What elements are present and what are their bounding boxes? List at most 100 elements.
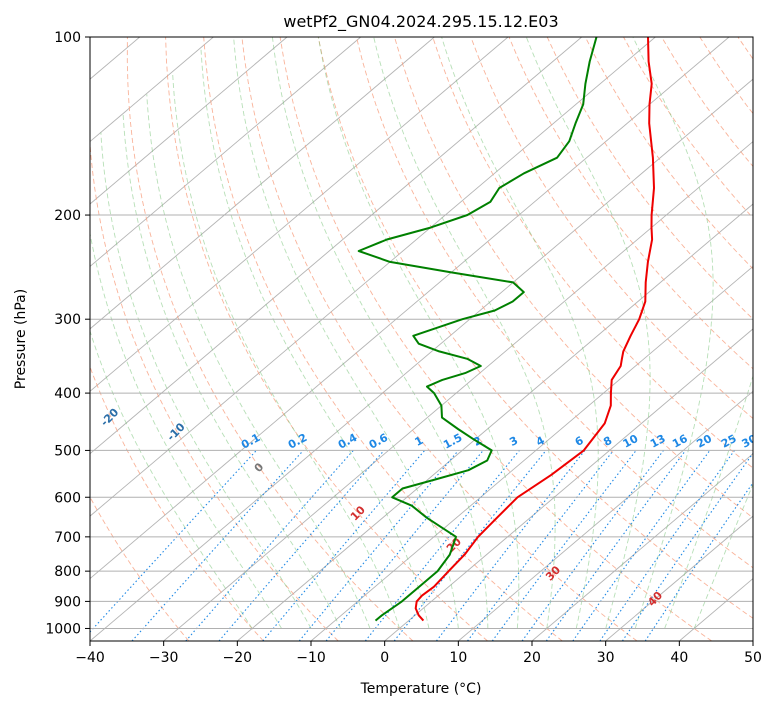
mixing-ratio-label: 0.1 — [239, 431, 262, 452]
isotherm-line — [237, 203, 753, 641]
moist-adiabat-line — [146, 94, 371, 629]
moist-adiabat-line — [233, 37, 459, 629]
dry-adiabat-line — [546, 37, 753, 320]
isotherm-line — [752, 640, 753, 641]
dry-adiabat-line — [126, 37, 414, 641]
x-axis-label: Temperature (°C) — [360, 681, 482, 697]
x-tick-label: 0 — [380, 650, 389, 666]
mixing-ratio-line — [298, 450, 459, 641]
dry-adiabat-line — [661, 37, 753, 168]
dry-adiabat-line — [355, 37, 753, 569]
mixing-ratio-line — [467, 450, 614, 641]
isotherm-line — [531, 453, 753, 641]
moist-adiabat-line — [271, 37, 489, 629]
dry-adiabat-line — [699, 37, 753, 115]
dry-adiabat-line — [470, 37, 753, 420]
mixing-ratio-label: 16 — [670, 432, 690, 451]
mixing-ratio-label: 10 — [621, 432, 641, 451]
moist-adiabat-line — [172, 72, 400, 629]
y-tick-label: 600 — [54, 490, 81, 506]
mixing-ratio-line — [393, 450, 547, 641]
pressure-gridlines — [90, 37, 753, 629]
isotherm-line — [90, 37, 583, 455]
mixing-ratio-label: 25 — [719, 432, 739, 451]
y-axis-label: Pressure (hPa) — [13, 289, 29, 389]
mixing-ratio-label: 36 — [760, 432, 775, 451]
moist-adiabat-line — [441, 37, 599, 629]
moist-adiabat-line — [632, 37, 714, 629]
moist-adiabat-line — [693, 483, 753, 629]
dewpoint-profile-line — [357, 37, 598, 622]
dry-adiabat-label: -30 — [30, 379, 53, 402]
mixing-ratio-line — [599, 450, 735, 641]
isopleth-labels: 0.10.20.40.611.52346810131620253036-100-… — [30, 379, 775, 609]
dry-adiabat-line — [623, 37, 753, 219]
isotherm-line — [90, 37, 509, 392]
mixing-ratio-line — [325, 450, 484, 641]
mixing-ratio-label: 1.5 — [441, 431, 464, 452]
isotherm-line — [90, 37, 214, 143]
isotherm-line — [458, 390, 753, 641]
mixing-ratio-line — [491, 450, 637, 641]
moist-adiabat-line — [525, 37, 651, 629]
mixing-ratio-label: 1 — [413, 434, 426, 449]
moist-adiabat-line — [122, 114, 341, 629]
dry-adiabat-line — [90, 138, 339, 641]
x-axis: −40 −30 −20 −10 0 10 20 30 40 50 — [75, 641, 762, 666]
mixing-ratio-line — [364, 450, 520, 641]
y-tick-label: 300 — [54, 312, 81, 328]
isotherm-line — [90, 37, 362, 268]
dry-adiabat-label: -20 — [98, 406, 121, 429]
y-axis: 100 200 300 400 500 600 700 800 900 1000 — [45, 30, 90, 637]
moist-adiabat-line — [317, 37, 520, 629]
x-tick-label: 20 — [523, 650, 541, 666]
isotherm-line — [90, 37, 288, 205]
moist-adiabat-line — [100, 132, 312, 629]
dry-adiabat-label: 10 — [348, 503, 368, 523]
dry-adiabat-line — [241, 37, 638, 641]
x-tick-label: 40 — [670, 650, 688, 666]
mixing-ratio-line — [521, 450, 664, 641]
mixing-ratio-label: 8 — [601, 434, 614, 449]
x-tick-label: 10 — [449, 650, 467, 666]
mixing-ratio-label: 6 — [573, 434, 586, 449]
isotherm-line — [0, 37, 66, 641]
moist-adiabat-line — [90, 329, 253, 629]
y-tick-label: 100 — [54, 30, 81, 46]
y-tick-label: 1000 — [45, 621, 81, 637]
isotherm-line — [90, 78, 753, 641]
isotherm-line — [310, 265, 753, 641]
x-tick-label: −40 — [75, 650, 105, 666]
x-tick-label: −10 — [296, 650, 326, 666]
mixing-ratio-line — [545, 450, 687, 641]
dry-adiabat-line — [737, 37, 753, 60]
dry-adiabat-line — [165, 37, 488, 641]
dry-adiabat-line — [90, 496, 190, 641]
moist-adiabat-line — [664, 374, 753, 629]
dry-adiabat-label: 0 — [252, 460, 267, 475]
mixing-ratio-label: 13 — [648, 432, 668, 451]
dry-adiabat-line — [279, 37, 712, 641]
y-tick-label: 900 — [54, 594, 81, 610]
background-isopleths — [0, 37, 753, 641]
mixing-ratio-line — [621, 452, 753, 641]
temperature-profile-line — [414, 37, 655, 622]
mixing-ratio-line — [90, 450, 257, 633]
y-tick-label: 700 — [54, 530, 81, 546]
isotherm-line — [90, 37, 730, 580]
x-tick-label: −30 — [149, 650, 179, 666]
mixing-ratio-line — [262, 450, 426, 641]
isotherm-line — [163, 140, 753, 641]
y-tick-label: 500 — [54, 443, 81, 459]
isotherm-line — [90, 37, 435, 330]
mixing-ratio-label: 20 — [694, 432, 714, 451]
isotherm-line — [384, 328, 753, 641]
y-tick-label: 400 — [54, 386, 81, 402]
profile-series — [357, 37, 655, 622]
isotherm-line — [605, 515, 753, 641]
mixing-ratio-label: 3 — [507, 434, 520, 449]
plot-frame — [89, 36, 754, 642]
mixing-ratio-label: 0.6 — [367, 431, 391, 452]
chart-title: wetPf2_GN04.2024.295.15.12.E03 — [283, 12, 558, 32]
